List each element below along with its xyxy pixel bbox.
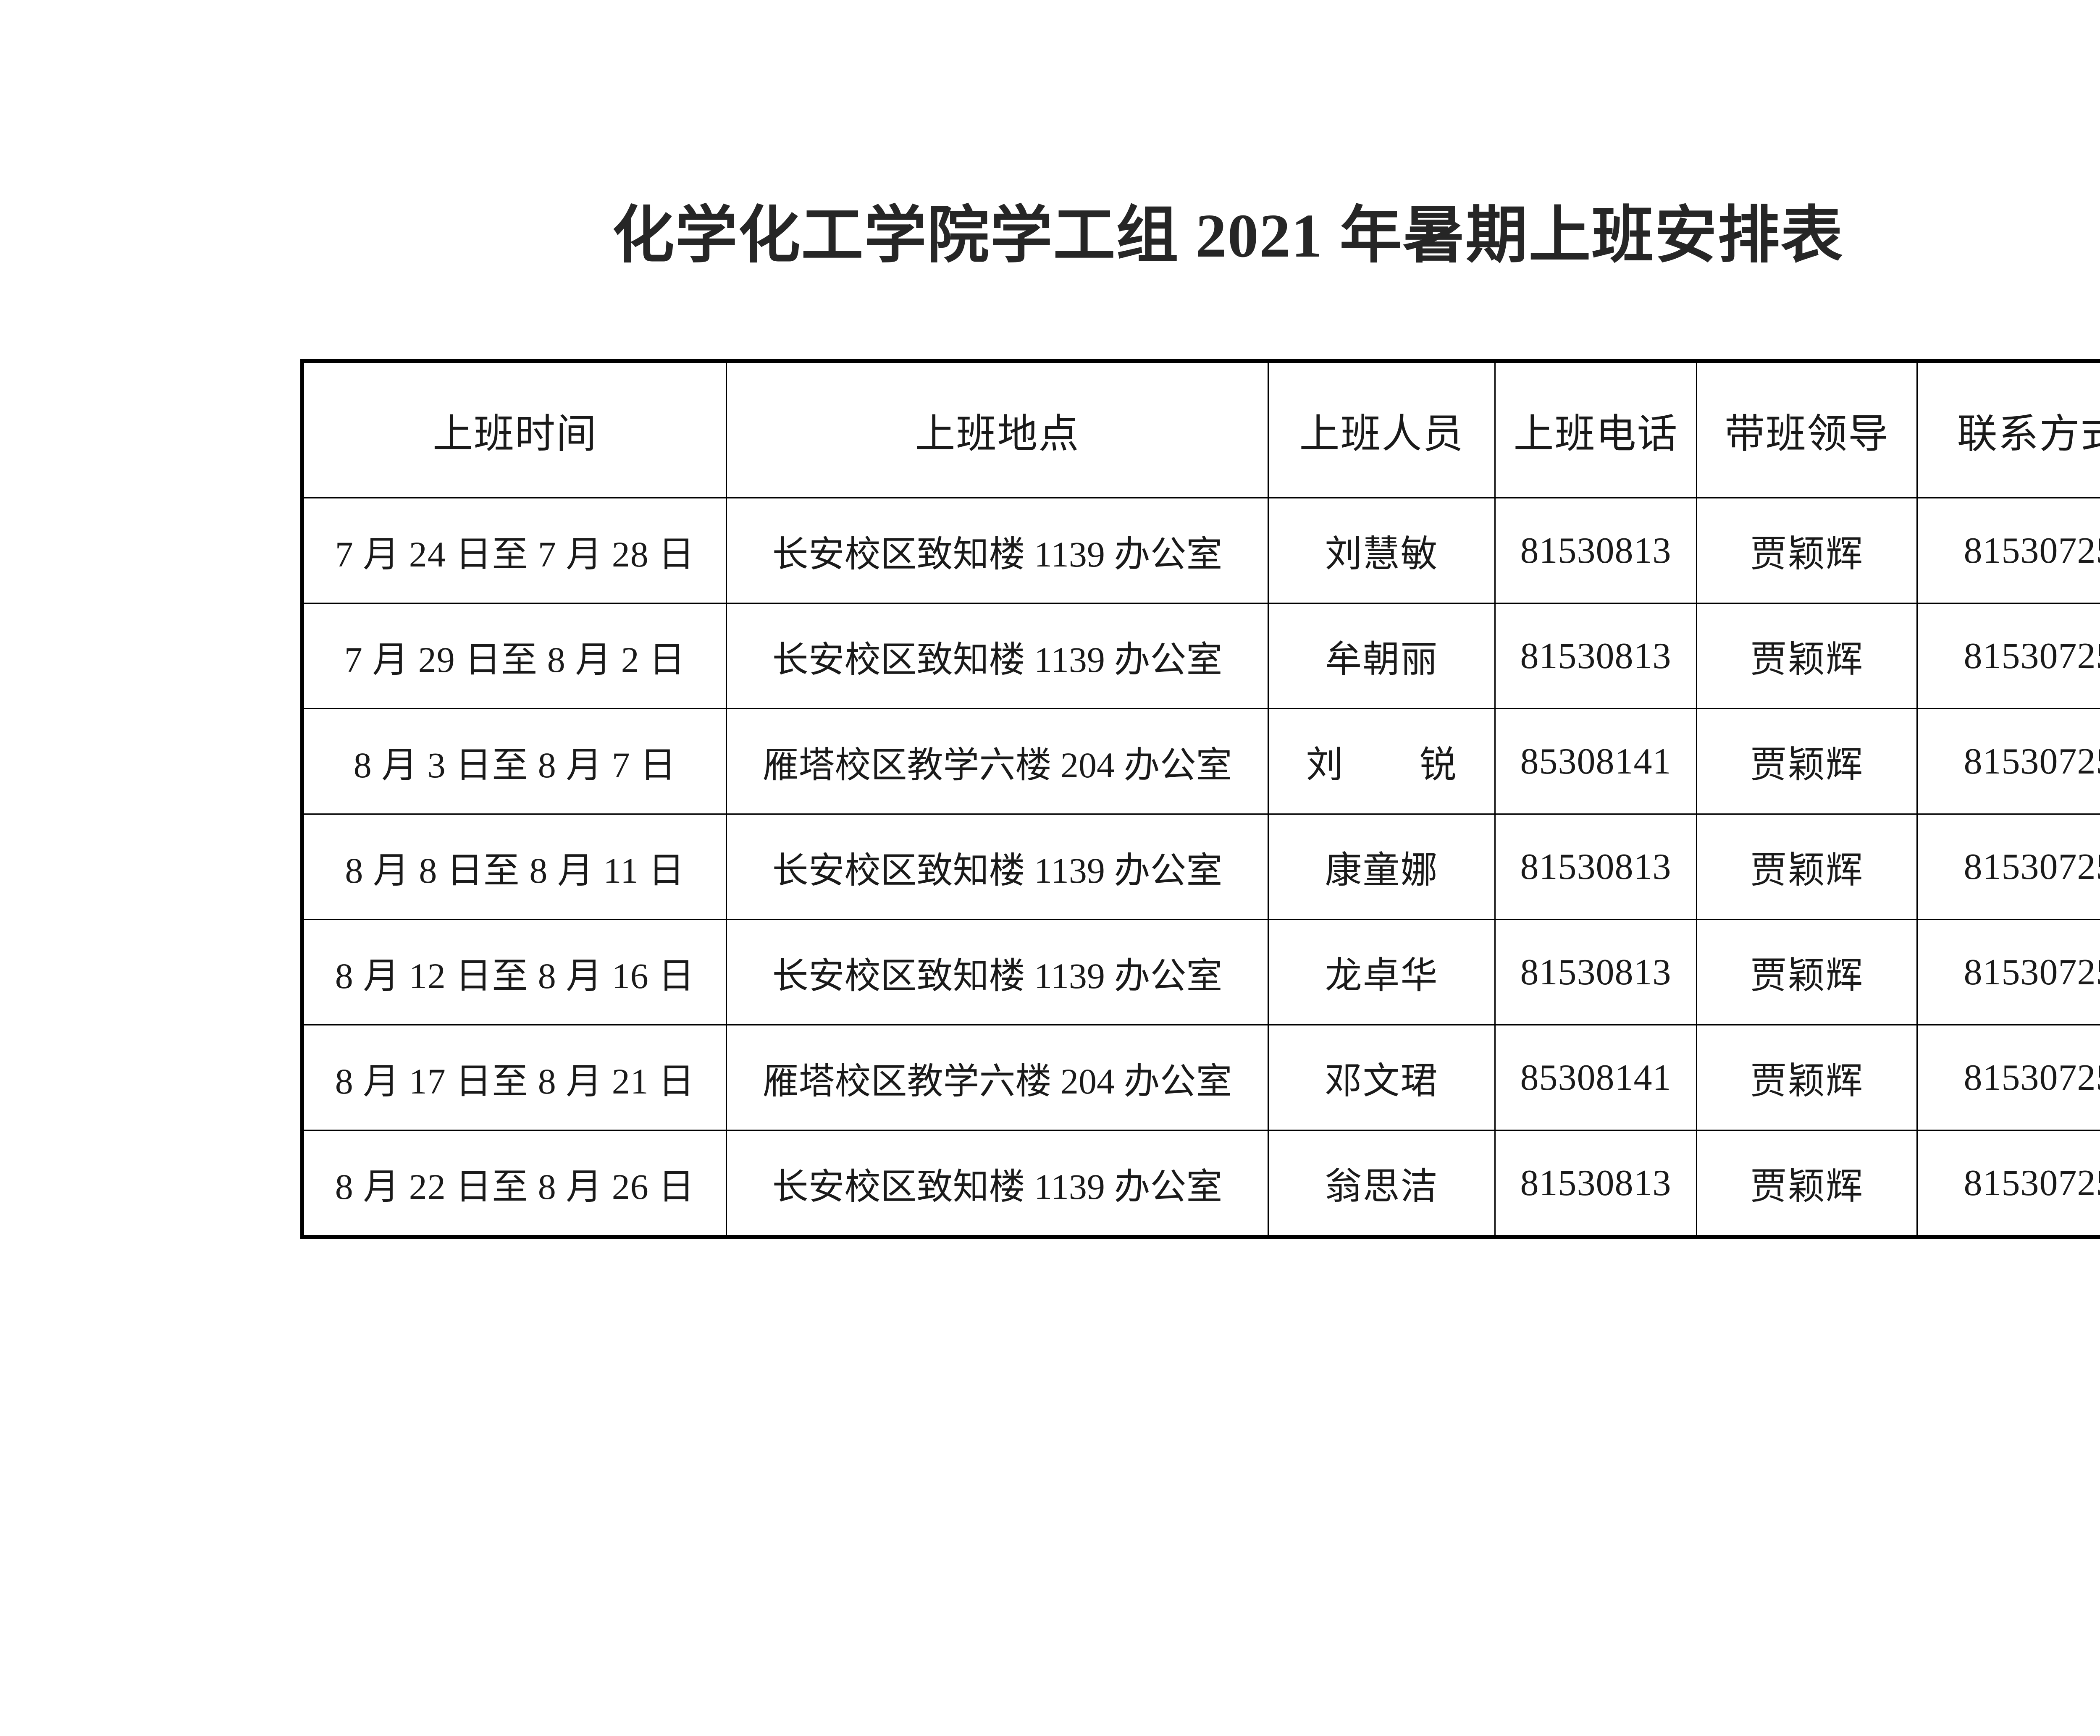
table-row: 8 月 22 日至 8 月 26 日 长安校区致知楼 1139 办公室 翁思洁 … [302,1130,2100,1239]
table-body: 7 月 24 日至 7 月 28 日 长安校区致知楼 1139 办公室 刘慧敏 … [302,497,2100,1239]
table-header-row: 上班时间 上班地点 上班人员 上班电话 带班领导 联系方式 [302,360,2100,498]
cell-leader: 贾颖辉 [1696,813,1918,920]
table-row: 8 月 12 日至 8 月 16 日 长安校区致知楼 1139 办公室 龙卓华 … [302,919,2100,1025]
cell-time: 8 月 17 日至 8 月 21 日 [302,1024,727,1131]
cell-contact: 81530725 [1916,813,2100,920]
cell-phone: 85308141 [1494,708,1697,815]
column-header-place: 上班地点 [726,360,1269,498]
cell-person: 刘 锐 [1268,708,1496,815]
cell-place: 雁塔校区教学六楼 204 办公室 [726,1024,1269,1131]
cell-contact: 81530725 [1916,1024,2100,1131]
cell-phone: 81530813 [1494,1130,1697,1239]
cell-contact: 81530725 [1916,708,2100,815]
cell-time: 7 月 29 日至 8 月 2 日 [302,603,727,709]
cell-phone: 81530813 [1494,497,1697,604]
schedule-table-container: 上班时间 上班地点 上班人员 上班电话 带班领导 联系方式 7 月 24 日至 … [300,359,2100,1239]
table-row: 7 月 29 日至 8 月 2 日 长安校区致知楼 1139 办公室 牟朝丽 8… [302,603,2100,709]
cell-phone: 85308141 [1494,1024,1697,1131]
column-header-person: 上班人员 [1268,360,1496,498]
cell-leader: 贾颖辉 [1696,919,1918,1025]
column-header-time: 上班时间 [302,360,727,498]
cell-phone: 81530813 [1494,603,1697,709]
cell-time: 8 月 8 日至 8 月 11 日 [302,813,727,920]
table-row: 8 月 17 日至 8 月 21 日 雁塔校区教学六楼 204 办公室 邓文珺 … [302,1024,2100,1131]
cell-leader: 贾颖辉 [1696,708,1918,815]
column-header-contact: 联系方式 [1916,360,2100,498]
cell-leader: 贾颖辉 [1696,497,1918,604]
cell-place: 雁塔校区教学六楼 204 办公室 [726,708,1269,815]
cell-person: 康童娜 [1268,813,1496,920]
cell-person: 翁思洁 [1268,1130,1496,1239]
schedule-table: 上班时间 上班地点 上班人员 上班电话 带班领导 联系方式 7 月 24 日至 … [300,359,2100,1239]
cell-leader: 贾颖辉 [1696,1130,1918,1239]
cell-contact: 81530725 [1916,497,2100,604]
cell-place: 长安校区致知楼 1139 办公室 [726,919,1269,1025]
column-header-phone: 上班电话 [1494,360,1697,498]
cell-time: 7 月 24 日至 7 月 28 日 [302,497,727,604]
cell-phone: 81530813 [1494,919,1697,1025]
table-row: 8 月 8 日至 8 月 11 日 长安校区致知楼 1139 办公室 康童娜 8… [302,813,2100,920]
cell-contact: 81530725 [1916,1130,2100,1239]
cell-leader: 贾颖辉 [1696,1024,1918,1131]
cell-person: 刘慧敏 [1268,497,1496,604]
cell-person: 牟朝丽 [1268,603,1496,709]
cell-place: 长安校区致知楼 1139 办公室 [726,813,1269,920]
cell-time: 8 月 22 日至 8 月 26 日 [302,1130,727,1239]
cell-person: 邓文珺 [1268,1024,1496,1131]
table-header: 上班时间 上班地点 上班人员 上班电话 带班领导 联系方式 [302,360,2100,498]
cell-person: 龙卓华 [1268,919,1496,1025]
cell-place: 长安校区致知楼 1139 办公室 [726,1130,1269,1239]
cell-leader: 贾颖辉 [1696,603,1918,709]
cell-contact: 81530725 [1916,603,2100,709]
column-header-leader: 带班领导 [1696,360,1918,498]
cell-contact: 81530725 [1916,919,2100,1025]
cell-phone: 81530813 [1494,813,1697,920]
table-row: 7 月 24 日至 7 月 28 日 长安校区致知楼 1139 办公室 刘慧敏 … [302,497,2100,604]
cell-place: 长安校区致知楼 1139 办公室 [726,603,1269,709]
cell-place: 长安校区致知楼 1139 办公室 [726,497,1269,604]
cell-time: 8 月 3 日至 8 月 7 日 [302,708,727,815]
page-title: 化学化工学院学工组 2021 年暑期上班安排表 [612,202,1844,270]
cell-time: 8 月 12 日至 8 月 16 日 [302,919,727,1025]
table-row: 8 月 3 日至 8 月 7 日 雁塔校区教学六楼 204 办公室 刘 锐 85… [302,708,2100,815]
